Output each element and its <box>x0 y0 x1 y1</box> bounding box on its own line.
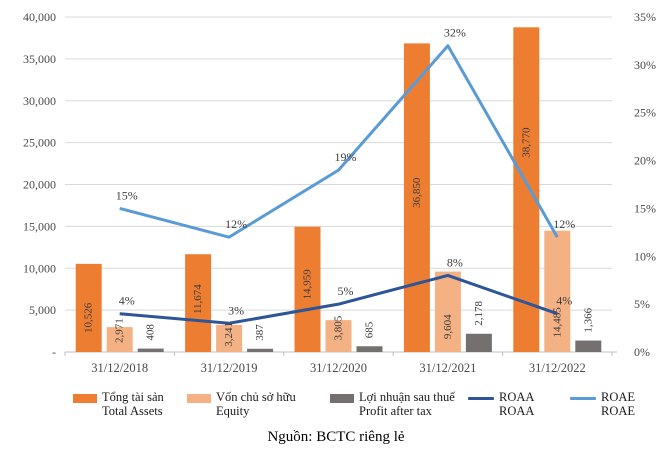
legend-item-roaa: ROAA ROAA <box>468 390 534 418</box>
right-axis-tick: 0% <box>634 345 650 359</box>
left-axis-tick: 30,000 <box>23 94 56 108</box>
legend-label-roaa: ROAA ROAA <box>499 390 535 418</box>
bar-profit-after-tax <box>137 348 164 352</box>
right-axis-tick: 20% <box>634 154 656 168</box>
bar-equity <box>544 230 571 352</box>
bar-labels-profit-after-tax: 408 387 685 2,178 1,366 <box>145 301 595 341</box>
bar-labels-total-assets: 10,526 11,674 14,959 36,850 38,770 <box>83 127 533 333</box>
bars-total-assets <box>75 27 540 353</box>
left-axis-tick: 20,000 <box>23 178 56 192</box>
legend-item-roae: ROAE ROAE <box>570 390 635 418</box>
bar-value-label: 3,805 <box>333 315 345 340</box>
bar-value-label: 11,674 <box>192 284 204 314</box>
bar-value-label: 3,241 <box>223 322 235 347</box>
percent-label: 4% <box>119 294 135 308</box>
legend-label-profit-after-tax: Lợi nhuận sau thuế Profit after tax <box>359 390 455 418</box>
percent-label: 3% <box>228 303 244 317</box>
left-axis-tick: 10,000 <box>23 261 56 275</box>
bar-value-label: 10,526 <box>83 302 95 333</box>
bar-profit-after-tax <box>575 340 602 352</box>
bar-value-label: 685 <box>364 321 376 338</box>
bars-profit-after-tax <box>137 333 602 352</box>
bar-value-label: 1,366 <box>582 307 594 332</box>
source-caption: Nguồn: BCTC riêng lẻ <box>267 429 405 445</box>
bar-value-label: 9,604 <box>442 314 454 339</box>
bar-total-assets <box>294 226 321 352</box>
line-roaa <box>119 273 558 325</box>
percent-label: 12% <box>225 217 247 231</box>
line-roae <box>119 44 559 239</box>
legend-label-total-assets: Tổng tài sản Total Assets <box>102 390 164 418</box>
bar-total-assets <box>513 27 540 353</box>
bar-profit-after-tax <box>356 346 383 352</box>
percent-label: 32% <box>444 26 466 40</box>
bar-value-label: 408 <box>145 324 157 341</box>
bar-value-label: 38,770 <box>520 127 532 158</box>
bar-total-assets <box>403 43 430 352</box>
left-axis-tick: 25,000 <box>23 136 56 150</box>
percent-label: 15% <box>116 188 138 202</box>
percent-labels-roae: 15% 12% 19% 32% 12% <box>116 26 576 231</box>
x-axis <box>64 351 617 356</box>
right-axis-tick: 25% <box>634 106 656 120</box>
bar-equity <box>216 324 243 352</box>
bar-value-label: 2,971 <box>114 318 126 343</box>
percent-label: 5% <box>338 284 354 298</box>
bar-profit-after-tax <box>465 333 492 352</box>
bar-labels-equity: 2,971 3,241 3,805 9,604 14,485 <box>114 307 564 347</box>
percent-label: 8% <box>447 255 463 269</box>
bar-value-label: 36,850 <box>411 177 423 208</box>
left-axis-tick: 40,000 <box>23 10 56 24</box>
right-axis-tick: 10% <box>634 249 656 263</box>
percent-label: 4% <box>556 294 572 308</box>
chart-legend: Tổng tài sản Total Assets Vốn chủ sở hữu Eq… <box>0 390 672 426</box>
category-label: 31/12/2018 <box>91 361 148 375</box>
legend-swatch-equity <box>187 394 211 403</box>
legend-item-profit-after-tax: Lợi nhuận sau thuế Profit after tax <box>330 390 455 418</box>
gridlines <box>65 16 612 311</box>
percent-labels-roaa: 4% 3% 5% 8% 4% <box>119 255 573 317</box>
legend-swatch-profit-after-tax <box>330 394 354 403</box>
left-axis-tick: 5,000 <box>29 303 56 317</box>
bar-value-label: 2,178 <box>473 301 485 326</box>
bar-total-assets <box>75 263 102 352</box>
left-axis-tick: 35,000 <box>23 52 56 66</box>
percent-label: 12% <box>553 217 575 231</box>
legend-swatch-roae <box>570 397 596 400</box>
category-label: 31/12/2019 <box>201 361 258 375</box>
bar-profit-after-tax <box>247 348 274 352</box>
category-label: 31/12/2020 <box>310 361 367 375</box>
left-axis-tick: 15,000 <box>23 219 56 233</box>
right-axis-tick: 5% <box>634 297 650 311</box>
legend-swatch-roaa <box>468 397 494 400</box>
legend-swatch-total-assets <box>73 394 97 403</box>
bar-value-label: 387 <box>254 324 266 341</box>
legend-item-equity: Vốn chủ sở hữu Equity <box>187 390 296 418</box>
legend-item-total-assets: Tổng tài sản Total Assets <box>73 390 164 418</box>
bar-equity <box>106 327 133 352</box>
line-roaa <box>119 273 558 325</box>
left-axis-tick: - <box>52 345 56 359</box>
bar-value-label: 14,485 <box>551 307 563 338</box>
line-roae <box>119 44 559 239</box>
right-axis-tick: 35% <box>634 10 656 24</box>
category-labels: 31/12/2018 31/12/2019 31/12/2020 31/12/2021… <box>91 361 586 375</box>
category-label: 31/12/2021 <box>419 361 476 375</box>
bar-equity <box>325 320 352 352</box>
bars-equity <box>106 230 571 352</box>
right-axis-labels: 0% 5% 10% 15% 20% 25% 30% 35% <box>634 10 656 359</box>
category-label: 31/12/2022 <box>529 361 586 375</box>
bar-total-assets <box>185 254 212 352</box>
left-axis-labels: - 5,000 10,000 15,000 20,000 25,000 30,000 35,0… <box>23 10 56 359</box>
right-axis-tick: 30% <box>634 58 656 72</box>
legend-label-roae: ROAE ROAE <box>601 390 636 418</box>
right-axis-tick: 15% <box>634 201 656 215</box>
bar-equity <box>434 271 461 352</box>
percent-label: 19% <box>335 150 357 164</box>
legend-label-equity: Vốn chủ sở hữu Equity <box>216 390 296 418</box>
bar-value-label: 14,959 <box>302 269 314 300</box>
combo-chart-plot: - 5,000 10,000 15,000 20,000 25,000 30,000 35,0… <box>23 10 656 375</box>
